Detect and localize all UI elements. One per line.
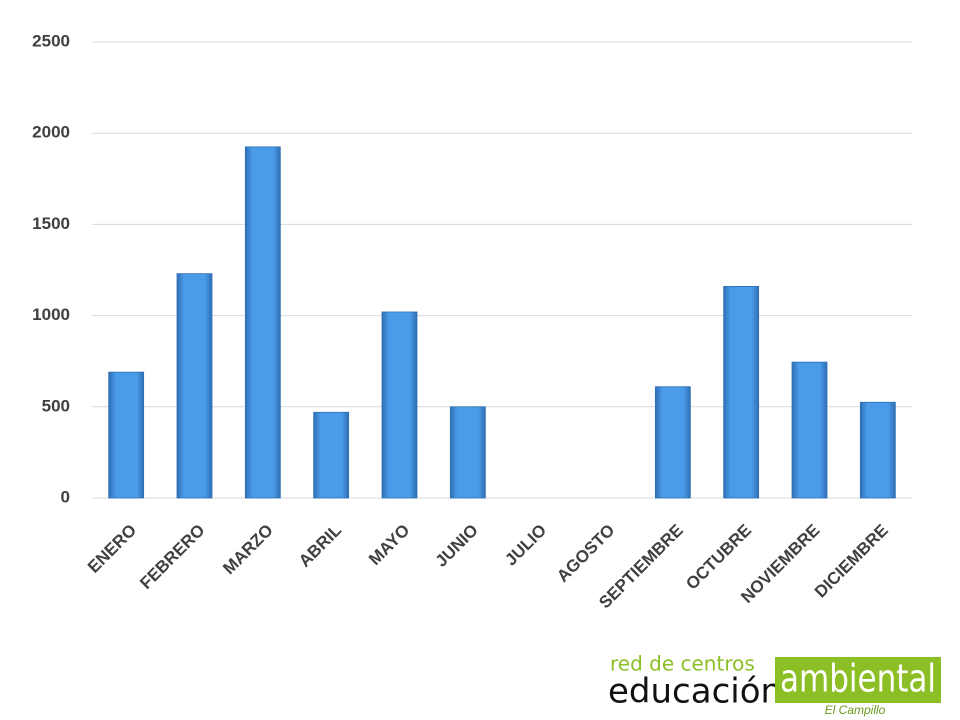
x-tick-label: OCTUBRE — [682, 521, 755, 594]
y-tick-label: 1500 — [32, 214, 70, 233]
bar — [723, 286, 760, 499]
y-tick-label: 2000 — [32, 123, 70, 142]
x-tick-label: ABRIL — [295, 521, 345, 571]
y-tick-label: 2500 — [32, 31, 70, 50]
bar — [176, 273, 213, 499]
bar — [244, 146, 281, 499]
y-tick-label: 0 — [61, 487, 70, 506]
bar — [381, 311, 418, 499]
logo-line1: red de centros — [610, 652, 755, 676]
logo: red de centros educación ambiental El Ca… — [608, 652, 941, 717]
logo-badge: ambiental — [780, 657, 936, 701]
x-tick-label: MAYO — [365, 521, 413, 569]
x-tick-label: DICIEMBRE — [811, 521, 892, 602]
bar — [654, 386, 691, 499]
x-tick-label: JUNIO — [432, 521, 482, 571]
x-tick-label: FEBRERO — [136, 521, 208, 593]
x-tick-label: MARZO — [219, 521, 277, 579]
x-tick-label: AGOSTO — [553, 521, 618, 586]
logo-line2: educación — [608, 672, 782, 712]
y-tick-label: 1000 — [32, 305, 70, 324]
bar — [449, 406, 486, 499]
bar — [313, 411, 350, 499]
bar — [791, 361, 828, 499]
y-tick-label: 500 — [42, 396, 70, 415]
x-tick-label: JULIO — [501, 521, 550, 570]
logo-place: El Campillo — [825, 703, 886, 717]
bar — [108, 371, 145, 499]
x-tick-label: ENERO — [84, 521, 140, 577]
bar — [859, 401, 896, 499]
logo-badge-box — [775, 657, 941, 703]
